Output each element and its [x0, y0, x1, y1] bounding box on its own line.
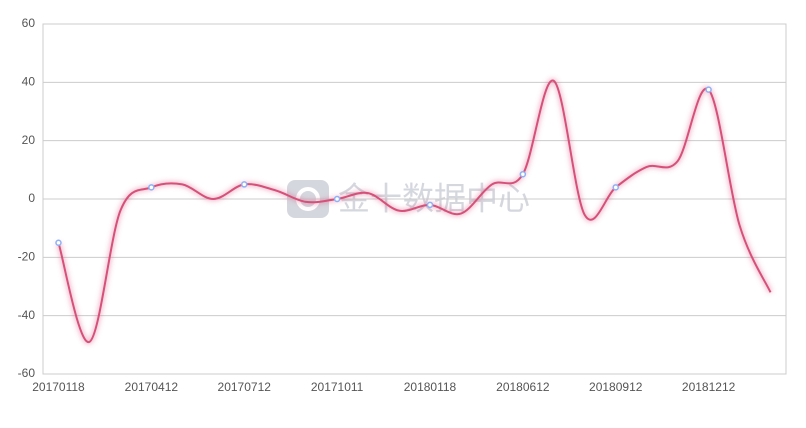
watermark: 金十数据中心: [287, 180, 530, 218]
point-marker: [55, 239, 62, 246]
x-tick-label: 20170118: [32, 380, 85, 394]
x-tick-label: 20180612: [496, 380, 550, 394]
x-tick-label: 20181212: [682, 380, 736, 394]
x-tick-label: 20170412: [125, 380, 179, 394]
y-tick-label: -20: [18, 250, 36, 264]
y-tick-label: 40: [22, 75, 36, 89]
y-tick-label: -60: [18, 366, 36, 380]
watermark-text: 金十数据中心: [338, 180, 530, 216]
x-tick-label: 20180118: [404, 380, 457, 394]
point-marker: [333, 195, 341, 203]
point-marker: [705, 86, 712, 93]
y-tick-label: -40: [18, 308, 36, 322]
y-tick-label: 20: [22, 133, 36, 147]
x-tick-label: 20180912: [589, 380, 643, 394]
point-marker: [148, 184, 155, 191]
point-marker: [519, 170, 527, 178]
x-tick-label: 20171011: [311, 380, 364, 394]
point-marker: [240, 181, 248, 188]
y-tick-label: 60: [22, 16, 36, 30]
x-tick-label: 20170712: [218, 380, 272, 394]
y-tick-label: 0: [28, 191, 35, 205]
point-marker: [426, 201, 434, 209]
point-marker: [612, 184, 619, 191]
